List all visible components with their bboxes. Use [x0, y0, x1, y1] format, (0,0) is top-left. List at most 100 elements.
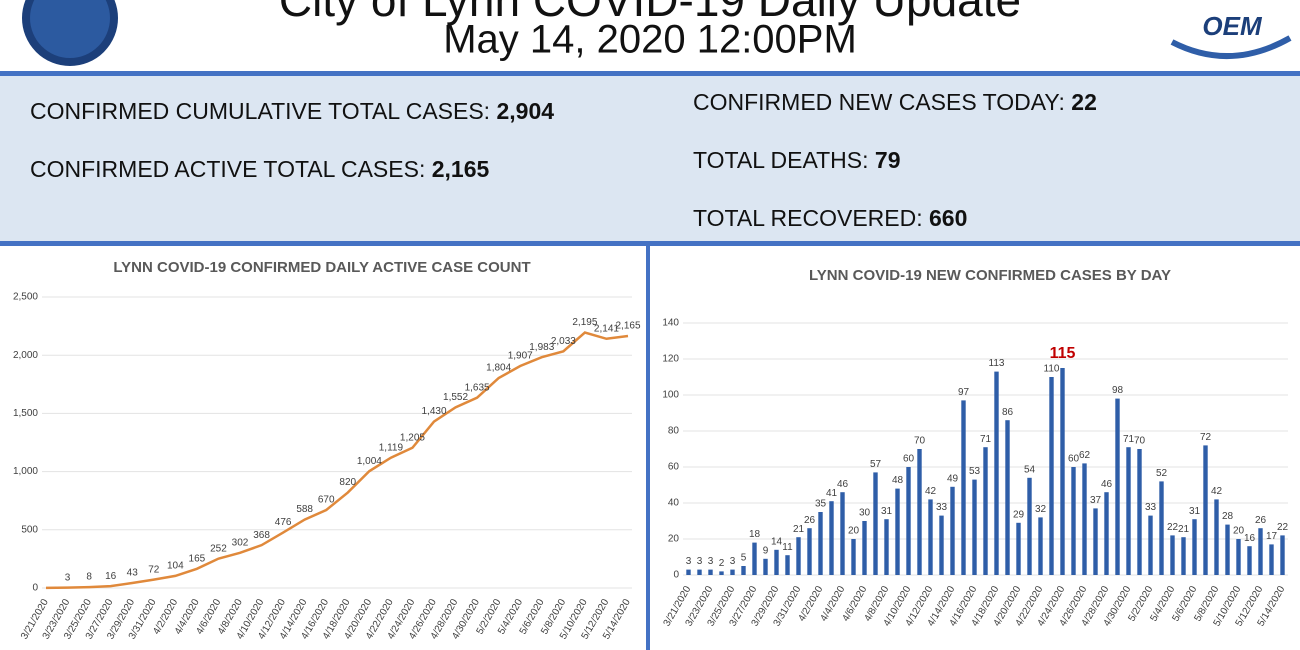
data-label: 53 [969, 466, 981, 477]
data-label: 46 [1101, 479, 1113, 490]
stat-value: 660 [929, 205, 967, 231]
bar [840, 492, 845, 575]
data-label: 72 [148, 564, 160, 575]
bar [994, 371, 999, 575]
data-label: 3 [697, 556, 703, 567]
data-label: 46 [837, 479, 849, 490]
data-label: 43 [127, 568, 139, 579]
data-label: 302 [232, 537, 249, 548]
stat: TOTAL DEATHS: 79 [693, 147, 901, 173]
data-label: 97 [958, 387, 970, 398]
bar [1115, 398, 1120, 575]
stat-value: 2,165 [432, 156, 490, 182]
bar [1060, 368, 1065, 575]
data-label: 71 [980, 434, 992, 445]
data-label: 165 [189, 553, 206, 564]
data-label: 3 [730, 556, 736, 567]
stat: CONFIRMED ACTIVE TOTAL CASES: 2,165 [30, 156, 489, 182]
data-label: 48 [892, 475, 904, 486]
data-label: 33 [1145, 502, 1157, 513]
bar [1280, 535, 1285, 575]
data-label: 1,907 [508, 351, 533, 362]
bar [1192, 519, 1197, 575]
bar [1148, 515, 1153, 575]
y-tick-label: 40 [668, 498, 680, 509]
data-label: 32 [1035, 504, 1047, 515]
stats-panel [0, 76, 1300, 241]
data-label: 3 [708, 556, 714, 567]
divider [0, 241, 1300, 246]
bar [697, 569, 702, 575]
y-tick-label: 1,500 [13, 408, 38, 419]
y-tick-label: 120 [662, 354, 679, 365]
data-label: 37 [1090, 495, 1102, 506]
bar [928, 499, 933, 575]
data-label: 26 [804, 515, 816, 526]
bar [972, 479, 977, 575]
chart-title: LYNN COVID-19 CONFIRMED DAILY ACTIVE CAS… [113, 259, 530, 276]
data-label: 41 [826, 488, 838, 499]
data-label: 60 [903, 454, 915, 465]
bar [862, 521, 867, 575]
data-label: 31 [1189, 506, 1201, 517]
data-label: 35 [815, 499, 827, 510]
bar [752, 542, 757, 575]
y-tick-label: 2,500 [13, 292, 38, 303]
data-label: 52 [1156, 468, 1168, 479]
bar [1016, 522, 1021, 575]
bar [1247, 546, 1252, 575]
bar [1027, 477, 1032, 575]
bar [961, 400, 966, 575]
chart-title: LYNN COVID-19 NEW CONFIRMED CASES BY DAY [809, 267, 1171, 284]
y-tick-label: 500 [21, 524, 38, 535]
bar [1137, 449, 1142, 575]
data-label: 42 [1211, 486, 1223, 497]
bar [1236, 539, 1241, 575]
stat-value: 22 [1071, 89, 1097, 115]
data-label: 54 [1024, 464, 1036, 475]
bar [730, 569, 735, 575]
y-tick-label: 20 [668, 534, 680, 545]
bar [895, 488, 900, 575]
y-tick-label: 100 [662, 390, 679, 401]
data-label: 115 [1050, 345, 1076, 362]
bar [686, 569, 691, 575]
page-subtitle: May 14, 2020 12:00PM [443, 18, 857, 62]
bar [906, 467, 911, 575]
bar [1170, 535, 1175, 575]
stat-label: TOTAL DEATHS: [693, 147, 875, 173]
city-seal-inner [30, 0, 110, 58]
bar [884, 519, 889, 575]
bar [1093, 508, 1098, 575]
stat: CONFIRMED CUMULATIVE TOTAL CASES: 2,904 [30, 98, 554, 124]
data-label: 71 [1123, 434, 1135, 445]
bar [1005, 420, 1010, 575]
data-label: 588 [296, 504, 313, 515]
data-label: 16 [105, 571, 117, 582]
line [45, 331, 629, 590]
bar [1159, 481, 1164, 575]
data-label: 30 [859, 508, 871, 519]
data-label: 11 [782, 542, 793, 553]
y-tick-label: 1,000 [13, 466, 38, 477]
y-tick-label: 60 [668, 462, 680, 473]
bar [708, 569, 713, 575]
data-label: 104 [167, 561, 184, 572]
data-label: 2,165 [615, 321, 640, 332]
data-label: 22 [1277, 522, 1289, 533]
data-label: 26 [1255, 515, 1267, 526]
bar [719, 571, 724, 575]
bar [983, 447, 988, 575]
data-label: 2,141 [594, 323, 619, 334]
logo-swoosh [1170, 35, 1292, 59]
data-label: 1,205 [400, 432, 425, 443]
data-label: 86 [1002, 407, 1014, 418]
data-label: 98 [1112, 385, 1124, 396]
data-label: 2,033 [551, 336, 576, 347]
bar [807, 528, 812, 575]
data-label: 8 [86, 572, 92, 583]
data-label: 21 [793, 524, 805, 535]
data-label: 1,430 [421, 406, 446, 417]
bar [851, 539, 856, 575]
data-label: 20 [848, 526, 860, 537]
